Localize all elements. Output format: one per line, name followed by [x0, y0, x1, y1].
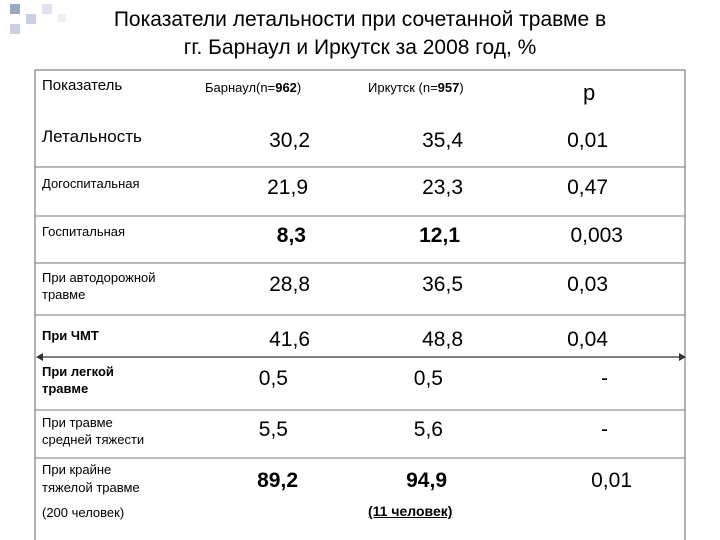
header-text: 957: [437, 80, 460, 95]
row-label: (200 человек): [42, 505, 125, 520]
header-text: ): [459, 80, 464, 95]
value-note: (11 человек): [368, 503, 453, 519]
deco-square: [10, 24, 20, 34]
row-label: При автодорожной: [42, 270, 156, 285]
header-text: Иркутск (n=: [368, 80, 438, 95]
deco-square: [42, 4, 52, 14]
header-cell: Барнаул(n=962): [205, 80, 301, 95]
value-p: -: [601, 367, 608, 390]
value-barnaul: 89,2: [257, 469, 298, 492]
row-label: средней тяжести: [42, 432, 145, 447]
header-cell: Иркутск (n=957): [368, 80, 464, 95]
deco-square: [58, 14, 66, 22]
value-irkutsk: 5,6: [413, 418, 443, 441]
value-irkutsk: 0,5: [413, 367, 443, 390]
value-barnaul: 0,5: [258, 367, 288, 390]
value-irkutsk: 36,5: [422, 273, 463, 296]
value-barnaul: 28,8: [269, 273, 310, 296]
row-label: травме: [42, 287, 86, 302]
value-barnaul: 41,6: [269, 328, 310, 351]
value-barnaul: 5,5: [258, 418, 288, 441]
row-label: При ЧМТ: [42, 328, 99, 343]
row-label: Догоспитальная: [42, 176, 140, 191]
header-cell: Показатель: [42, 77, 123, 94]
deco-square: [10, 4, 20, 14]
value-barnaul: 8,3: [276, 224, 306, 247]
table-border: [34, 69, 686, 540]
value-p: 0,03: [567, 273, 608, 296]
row-label: При травме: [42, 415, 113, 430]
value-p: -: [601, 418, 608, 441]
title-line: гг. Барнаул и Иркутск за 2008 год, %: [183, 36, 537, 59]
value-irkutsk: 48,8: [422, 328, 463, 351]
header-text: 962: [275, 80, 297, 95]
header-cell: p: [583, 80, 596, 105]
row-label: При крайне: [42, 462, 112, 477]
value-barnaul: 21,9: [267, 176, 308, 199]
value-p: 0,003: [570, 224, 623, 247]
header-text: ): [296, 80, 302, 95]
header-text: Барнаул(n=: [205, 80, 276, 95]
row-label: При легкой: [42, 364, 114, 379]
row-lines: [35, 166, 685, 459]
value-p: 0,01: [567, 129, 608, 152]
deco-square: [26, 14, 36, 24]
value-irkutsk: 23,3: [422, 176, 463, 199]
value-irkutsk: 35,4: [422, 129, 463, 152]
row-label: Летальность: [42, 127, 142, 146]
row-label: Госпитальная: [42, 224, 126, 239]
arrow-line: [36, 353, 686, 361]
value-p: 0,04: [567, 328, 608, 351]
value-p: 0,01: [591, 469, 632, 492]
value-irkutsk: 94,9: [406, 469, 447, 492]
value-barnaul: 30,2: [269, 129, 310, 152]
row-label: травме: [42, 381, 89, 396]
row-label: тяжелой травме: [42, 480, 140, 495]
value-irkutsk: 12,1: [419, 224, 460, 247]
title-line: Показатели летальности при сочетанной тр…: [113, 8, 607, 31]
value-p: 0,47: [567, 176, 608, 199]
